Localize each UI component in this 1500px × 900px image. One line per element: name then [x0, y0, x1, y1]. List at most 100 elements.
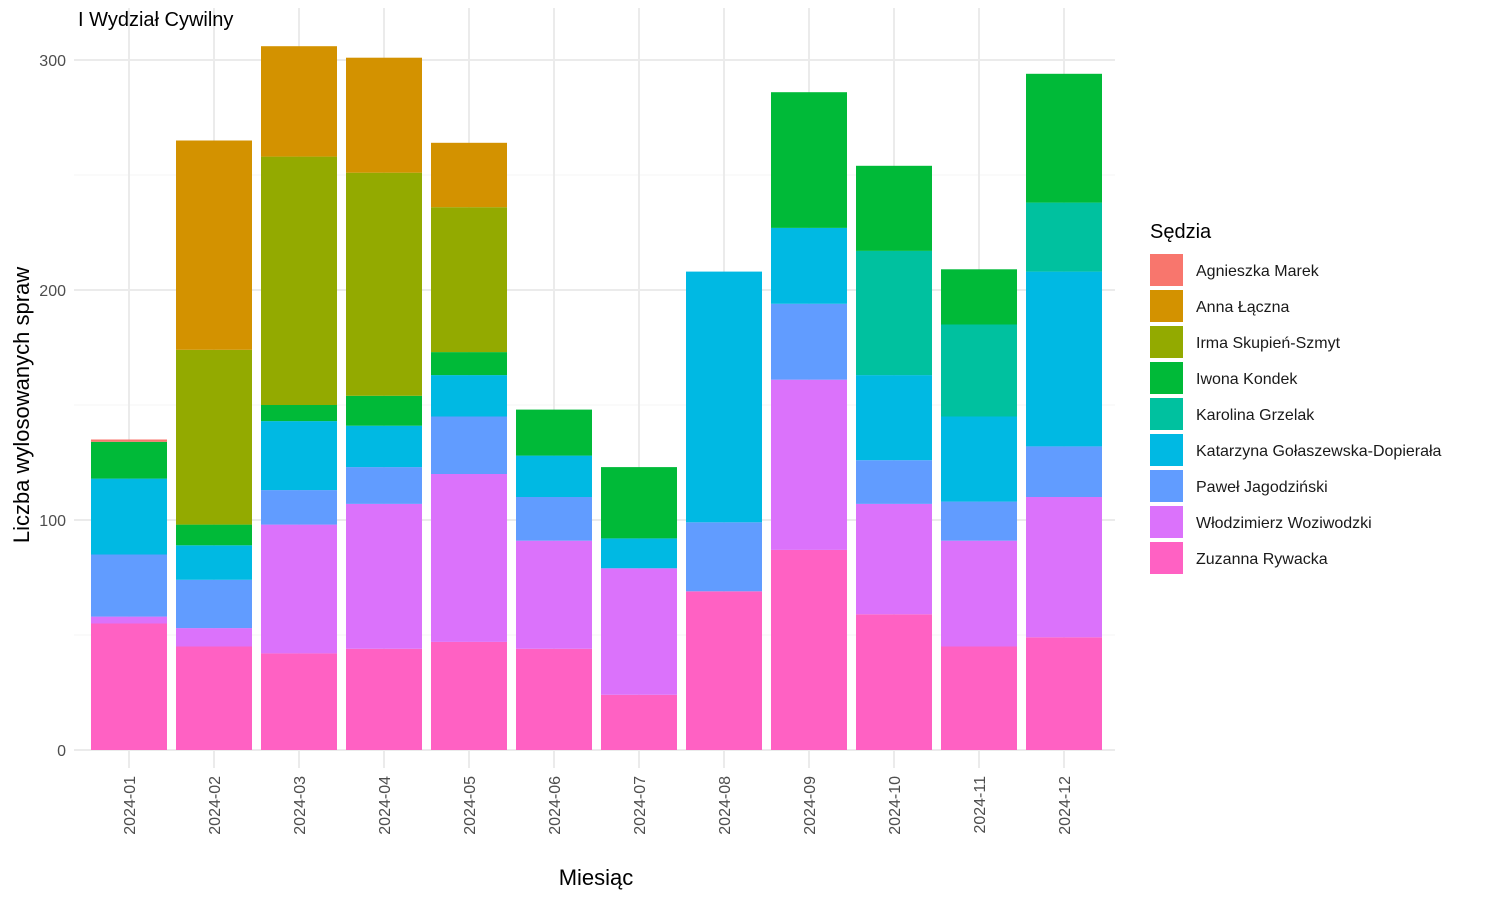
- bar-segment: [91, 554, 167, 617]
- bar-segment: [176, 628, 252, 647]
- bar-segment: [941, 324, 1017, 417]
- bar-segment: [261, 524, 337, 654]
- bar-segment: [431, 207, 507, 353]
- bar-segment: [771, 303, 847, 380]
- bar-segment: [601, 467, 677, 539]
- bar-segment: [856, 375, 932, 461]
- bar-segment: [1026, 637, 1102, 750]
- bar-segment: [346, 395, 422, 426]
- bar-segment: [261, 421, 337, 491]
- y-axis-title: Liczba wylosowanych spraw: [9, 267, 34, 543]
- bar-segment: [346, 172, 422, 396]
- legend-swatch: [1150, 470, 1183, 502]
- bar-segment: [261, 653, 337, 750]
- bar-segment: [856, 165, 932, 251]
- bar-segment: [346, 425, 422, 468]
- x-tick-label: 2024-07: [632, 776, 649, 835]
- axes: 0 100 200 300 2024-01 2024-02 2024-03 2024-04 20…: [39, 53, 1074, 835]
- x-tick-label: 2024-04: [377, 776, 394, 835]
- bar-segment: [176, 579, 252, 629]
- legend-swatch: [1150, 326, 1183, 358]
- bar-segment: [771, 379, 847, 550]
- bar-segment: [771, 549, 847, 750]
- legend-label: Iwona Kondek: [1196, 371, 1298, 388]
- x-tick-label: 2024-10: [887, 776, 904, 835]
- bar-segment: [431, 142, 507, 208]
- x-tick-label: 2024-08: [717, 776, 734, 835]
- bars: [91, 46, 1102, 750]
- bar-segment: [91, 439, 167, 442]
- legend-label: Anna Łączna: [1196, 299, 1290, 316]
- legend-swatch: [1150, 254, 1183, 286]
- x-tick-label: 2024-06: [547, 776, 564, 835]
- bar-segment: [941, 501, 1017, 541]
- bar-segment: [431, 375, 507, 417]
- bar-segment: [686, 591, 762, 750]
- legend-swatch: [1150, 362, 1183, 394]
- bar-segment: [601, 538, 677, 569]
- bar-segment: [346, 57, 422, 173]
- bar-segment: [601, 694, 677, 750]
- bar-segment: [346, 467, 422, 504]
- bar-segment: [941, 416, 1017, 502]
- bar-segment: [771, 227, 847, 304]
- bar-segment: [856, 250, 932, 376]
- legend-swatch: [1150, 398, 1183, 430]
- bar-segment: [941, 269, 1017, 325]
- y-tick-label: 100: [39, 513, 66, 530]
- bar-segment: [261, 156, 337, 405]
- legend-label: Irma Skupień-Szmyt: [1196, 335, 1341, 352]
- bar-segment: [431, 641, 507, 750]
- bar-segment: [261, 405, 337, 422]
- bar-segment: [601, 568, 677, 695]
- x-axis-title: Miesiąc: [559, 865, 634, 890]
- bar-segment: [516, 455, 592, 497]
- legend-swatch: [1150, 290, 1183, 322]
- bar-segment: [941, 540, 1017, 647]
- bar-segment: [941, 646, 1017, 750]
- legend-title: Sędzia: [1150, 221, 1212, 243]
- legend-label: Katarzyna Gołaszewska-Dopierała: [1196, 443, 1442, 460]
- bar-segment: [686, 522, 762, 592]
- bar-segment: [1026, 271, 1102, 447]
- bar-segment: [261, 46, 337, 157]
- bar-segment: [516, 409, 592, 456]
- legend-label: Paweł Jagodziński: [1196, 479, 1328, 496]
- x-tick-label: 2024-03: [292, 776, 309, 835]
- bar-segment: [516, 540, 592, 649]
- bar-segment: [176, 349, 252, 525]
- bar-segment: [176, 545, 252, 580]
- bar-segment: [1026, 497, 1102, 638]
- bar-segment: [91, 441, 167, 479]
- x-tick-label: 2024-09: [802, 776, 819, 835]
- legend-label: Agnieszka Marek: [1196, 263, 1320, 280]
- bar-segment: [261, 490, 337, 525]
- bar-segment: [1026, 73, 1102, 203]
- bar-segment: [431, 416, 507, 474]
- bar-segment: [176, 646, 252, 750]
- x-tick-label: 2024-01: [122, 776, 139, 835]
- x-tick-label: 2024-12: [1057, 776, 1074, 835]
- bar-segment: [91, 623, 167, 750]
- bar-segment: [346, 648, 422, 750]
- legend-label: Włodzimierz Woziwodzki: [1196, 515, 1372, 532]
- bar-segment: [346, 503, 422, 649]
- bar-segment: [1026, 446, 1102, 497]
- legend-swatch: [1150, 506, 1183, 538]
- legend-label: Karolina Grzelak: [1196, 407, 1315, 424]
- y-tick-label: 0: [57, 743, 66, 760]
- legend-swatch: [1150, 434, 1183, 466]
- bar-segment: [91, 616, 167, 624]
- bar-segment: [516, 497, 592, 541]
- legend-swatch: [1150, 542, 1183, 574]
- bar-segment: [176, 524, 252, 546]
- bar-segment: [91, 478, 167, 555]
- bar-segment: [856, 614, 932, 750]
- bar-segment: [1026, 202, 1102, 272]
- bar-segment: [176, 140, 252, 350]
- bar-segment: [856, 503, 932, 615]
- bar-segment: [516, 648, 592, 750]
- x-tick-label: 2024-05: [462, 776, 479, 835]
- legend: Sędzia Agnieszka Marek Anna Łączna Irma Sk…: [1150, 221, 1442, 574]
